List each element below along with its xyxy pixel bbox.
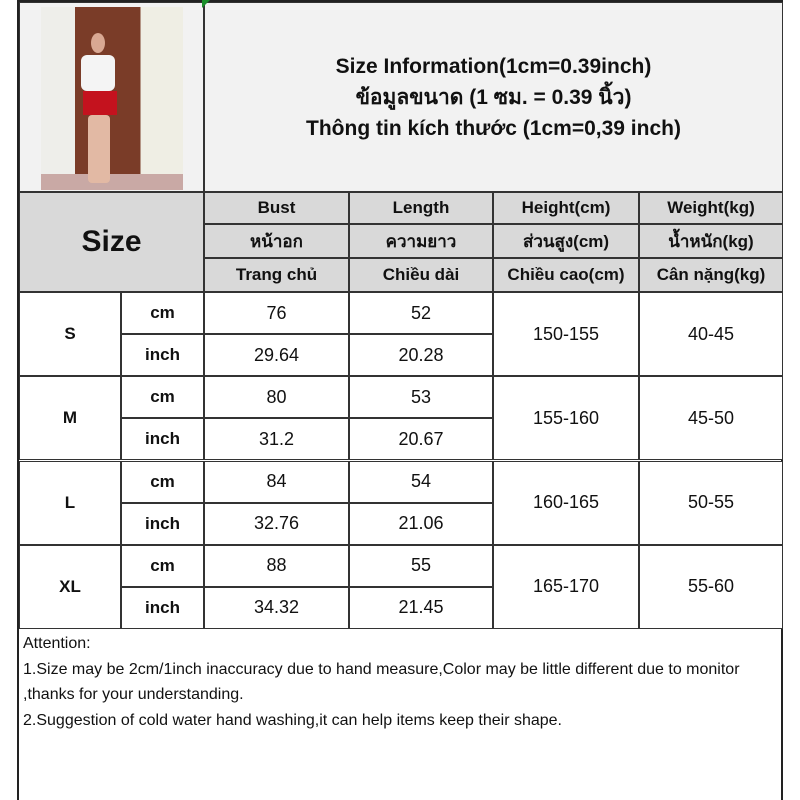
bust-cm: 88	[204, 544, 349, 587]
unit-inch: inch	[121, 334, 204, 376]
length-cm: 54	[349, 460, 493, 503]
attention-note1: 1.Size may be 2cm/1inch inaccuracy due t…	[23, 660, 740, 704]
size-label: XL	[19, 544, 121, 629]
bust-cm: 84	[204, 460, 349, 503]
size-info-title: Size Information(1cm=0.39inch) ข้อมูลขนา…	[204, 2, 783, 192]
column-header-th: ความยาว	[349, 224, 493, 258]
weight-range: 50-55	[639, 460, 783, 545]
corner-marker	[202, 0, 210, 8]
weight-range: 55-60	[639, 544, 783, 629]
bust-cm: 76	[204, 292, 349, 334]
unit-inch: inch	[121, 586, 204, 629]
column-header-en: Bust	[204, 192, 349, 224]
length-inch: 20.28	[349, 334, 493, 376]
unit-cm: cm	[121, 376, 204, 419]
size-label: M	[19, 376, 121, 461]
size-label: S	[19, 292, 121, 376]
size-header: Size	[19, 192, 204, 292]
column-header-th: หน้าอก	[204, 224, 349, 258]
bust-inch: 31.2	[204, 418, 349, 461]
length-cm: 55	[349, 544, 493, 587]
length-cm: 53	[349, 376, 493, 419]
column-header-vi: Chiều dài	[349, 258, 493, 292]
length-inch: 21.45	[349, 586, 493, 629]
attention-notes: Attention: 1.Size may be 2cm/1inch inaccu…	[19, 629, 785, 735]
attention-note2: 2.Suggestion of cold water hand washing,…	[23, 711, 562, 729]
bust-inch: 34.32	[204, 586, 349, 629]
unit-inch: inch	[121, 418, 204, 461]
length-inch: 20.67	[349, 418, 493, 461]
length-inch: 21.06	[349, 502, 493, 545]
height-range: 165-170	[493, 544, 639, 629]
column-header-vi: Cân nặng(kg)	[639, 258, 783, 292]
column-header-th: ส่วนสูง(cm)	[493, 224, 639, 258]
product-photo-cell	[19, 2, 204, 192]
title-en: Size Information(1cm=0.39inch)	[335, 55, 652, 78]
height-range: 155-160	[493, 376, 639, 461]
unit-cm: cm	[121, 292, 204, 334]
size-label: L	[19, 460, 121, 545]
length-cm: 52	[349, 292, 493, 334]
size-chart: Size Information(1cm=0.39inch) ข้อมูลขนา…	[17, 0, 783, 800]
column-header-vi: Trang chủ	[204, 258, 349, 292]
bust-inch: 29.64	[204, 334, 349, 376]
title-vi: Thông tin kích thước (1cm=0,39 inch)	[306, 117, 681, 140]
column-header-en: Length	[349, 192, 493, 224]
height-range: 150-155	[493, 292, 639, 376]
title-th: ข้อมูลขนาด (1 ซม. = 0.39 นิ้ว)	[355, 86, 632, 109]
height-range: 160-165	[493, 460, 639, 545]
product-photo	[41, 7, 183, 190]
unit-cm: cm	[121, 460, 204, 503]
attention-title: Attention:	[23, 635, 91, 652]
weight-range: 40-45	[639, 292, 783, 376]
bust-inch: 32.76	[204, 502, 349, 545]
unit-cm: cm	[121, 544, 204, 587]
column-header-en: Height(cm)	[493, 192, 639, 224]
column-header-th: น้ำหนัก(kg)	[639, 224, 783, 258]
unit-inch: inch	[121, 502, 204, 545]
bust-cm: 80	[204, 376, 349, 419]
column-header-vi: Chiều cao(cm)	[493, 258, 639, 292]
weight-range: 45-50	[639, 376, 783, 461]
column-header-en: Weight(kg)	[639, 192, 783, 224]
